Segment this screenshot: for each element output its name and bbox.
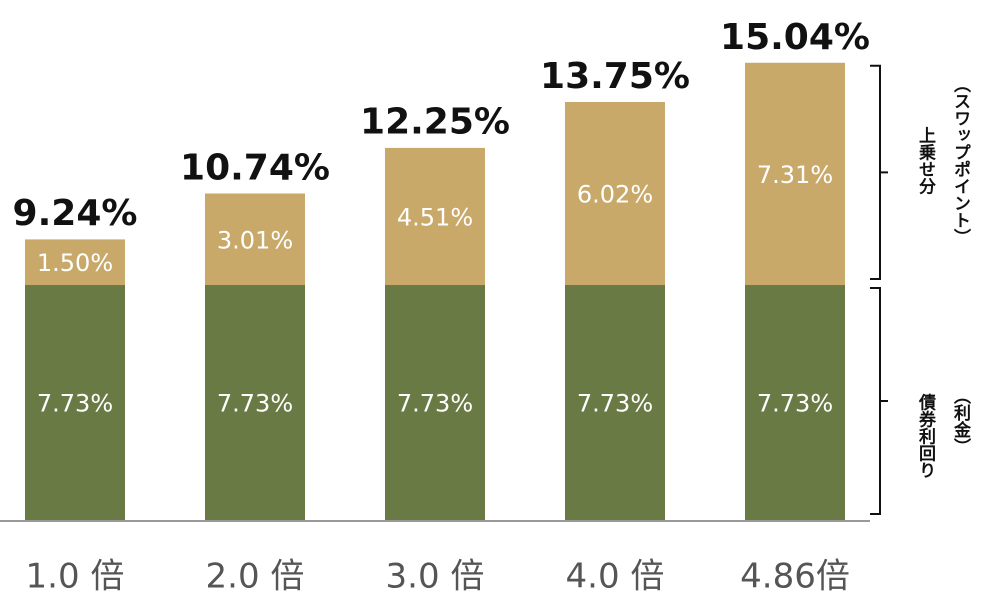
value-label: 4.51% [397,203,473,231]
value-label: 7.73% [37,390,113,418]
total-label: 10.74% [180,148,330,189]
value-label: 7.73% [217,390,293,418]
bar-segment [25,239,125,286]
total-label: 15.04% [720,17,870,58]
value-label: 3.01% [217,226,293,254]
bar-segment [745,62,845,286]
value-label: 7.73% [757,390,833,418]
bar-segment [745,285,845,520]
bar-segment [205,285,305,520]
bar-segment [565,102,665,286]
bar-segment [385,147,485,286]
bar-segment [205,193,305,286]
bracket-note: （スワップポイント） [950,75,971,245]
x-tick-label: 1.0 倍 [26,557,125,597]
total-label: 12.25% [360,102,510,143]
total-label: 13.75% [540,56,690,97]
x-tick-label: 4.86倍 [740,557,850,597]
value-label: 1.50% [37,249,113,277]
bracket-label: 債券利回り [915,392,937,478]
value-label: 7.73% [397,390,473,418]
x-tick-label: 2.0 倍 [206,557,305,597]
x-tick-label: 3.0 倍 [386,557,485,597]
bracket [870,64,888,281]
value-label: 6.02% [577,181,653,209]
bracket-note: （利金） [950,387,972,455]
x-tick-label: 4.0 倍 [566,557,665,597]
total-label: 9.24% [13,193,138,234]
value-label: 7.73% [577,390,653,418]
bracket-label: 上乗せ分 [915,126,937,195]
bar-segment [565,285,665,520]
value-label: 7.31% [757,161,833,189]
bar-segment [25,285,125,520]
bar-segment [385,285,485,520]
bracket [870,287,888,515]
